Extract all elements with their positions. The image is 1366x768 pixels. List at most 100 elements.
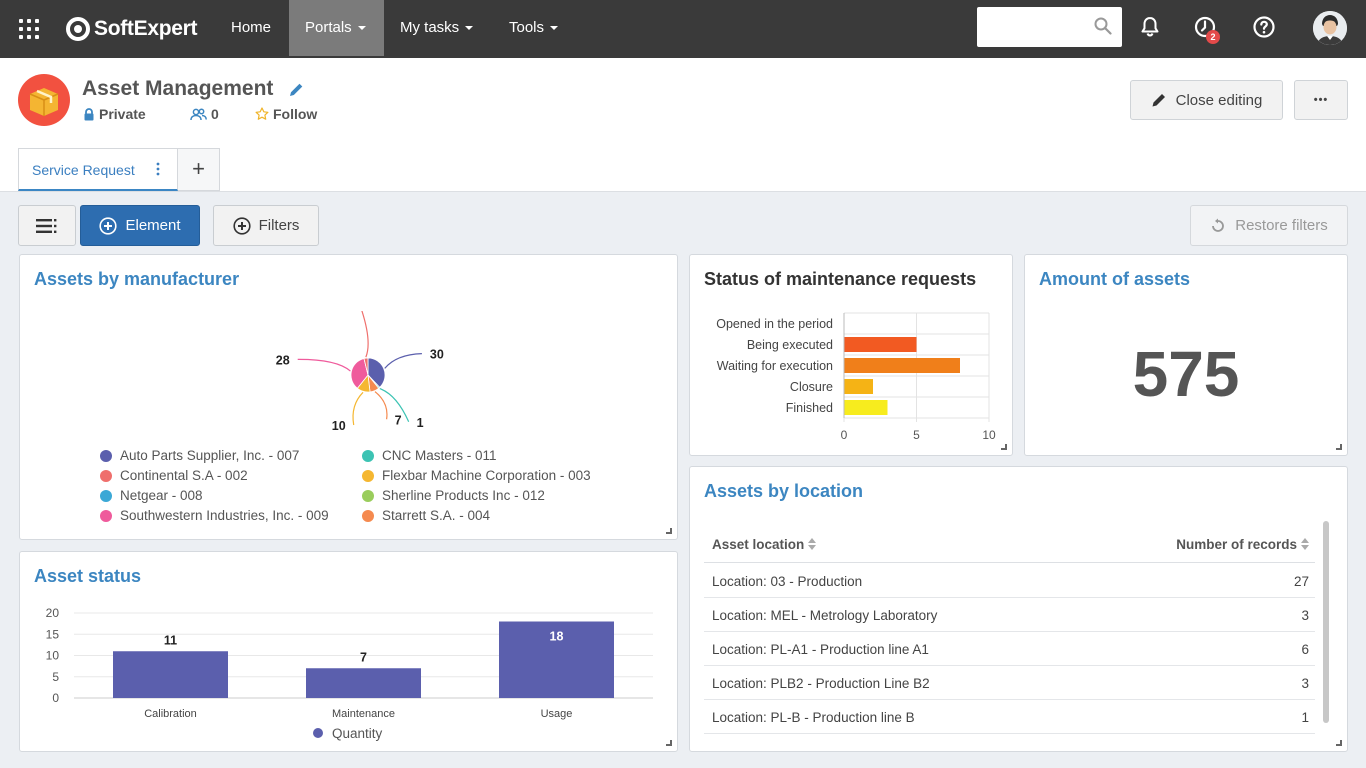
table-scrollbar[interactable] [1323, 521, 1329, 723]
top-bar: SoftExpert Home Portals My tasks Tools 2 [0, 0, 1366, 58]
count-cell: 1 [1301, 710, 1309, 725]
legend-label: Auto Parts Supplier, Inc. - 007 [120, 448, 300, 463]
bar[interactable] [844, 337, 917, 352]
resize-handle[interactable] [666, 740, 672, 746]
resize-handle[interactable] [1336, 740, 1342, 746]
legend-item[interactable]: CNC Masters - 011 [362, 448, 497, 463]
legend-swatch [362, 489, 374, 502]
close-editing-button[interactable]: Close editing [1130, 80, 1283, 120]
pie-leader-line [384, 353, 422, 369]
table-row[interactable]: Location: 03 - Production 27 [704, 564, 1315, 598]
vertical-dots-icon[interactable] [156, 162, 160, 176]
tab-service-request-label: Service Request [32, 162, 135, 178]
nav-my-tasks-label: My tasks [400, 19, 460, 36]
bar[interactable] [844, 379, 873, 394]
pie-leader-line [374, 391, 388, 420]
add-element-button[interactable]: Element [80, 205, 200, 246]
bar[interactable] [844, 358, 960, 373]
filters-label: Filters [258, 217, 300, 234]
card-title: Assets by location [704, 481, 864, 501]
help-icon[interactable] [1252, 15, 1276, 39]
follow-button[interactable]: Follow [255, 106, 317, 122]
pie-data-label: 7 [395, 413, 402, 427]
tasks-clock-icon[interactable] [1193, 15, 1217, 39]
y-category-label: Waiting for execution [717, 359, 833, 373]
restore-filters-button[interactable]: Restore filters [1190, 205, 1348, 246]
y-tick-label: 5 [52, 670, 59, 684]
edit-pencil-icon[interactable] [288, 82, 304, 98]
y-category-label: Finished [786, 401, 833, 415]
table-row[interactable]: Location: PLB2 - Production Line B2 3 [704, 666, 1315, 700]
pie-leader-line [361, 311, 369, 358]
table-row[interactable]: Location: PL-A1 - Production line A1 6 [704, 632, 1315, 666]
apps-grid-icon[interactable] [19, 19, 39, 39]
table-row[interactable]: Location: MEL - Metrology Laboratory 3 [704, 598, 1315, 632]
search-icon[interactable] [1094, 17, 1112, 35]
asset-status-card: Asset status 0 5 10 15 20 11 Calibration 7 Maint… [19, 551, 678, 752]
legend-item[interactable]: Continental S.A - 002 [100, 468, 248, 483]
legend-label: Starrett S.A. - 004 [382, 508, 491, 523]
bar[interactable] [844, 400, 888, 415]
nav-home[interactable]: Home [215, 0, 287, 56]
bar[interactable] [113, 651, 228, 698]
legend-swatch [362, 469, 374, 482]
more-options-label: ••• [1313, 94, 1329, 106]
y-category-label: Being executed [747, 338, 833, 352]
legend-item[interactable]: Auto Parts Supplier, Inc. - 007 [100, 448, 299, 463]
search-input[interactable] [977, 7, 1122, 47]
x-category-label: Maintenance [332, 708, 395, 720]
count-cell: 3 [1301, 608, 1309, 623]
chevron-down-icon [465, 26, 474, 31]
legend-swatch [100, 449, 112, 462]
close-editing-label: Close editing [1175, 91, 1263, 109]
portal-header: Asset Management Private 0 Follow Close … [0, 58, 1366, 192]
bar-data-label: 11 [164, 633, 177, 647]
pie-data-label: 30 [430, 348, 444, 362]
pie-data-label: 28 [276, 353, 290, 367]
bar[interactable] [306, 668, 421, 698]
nav-portals[interactable]: Portals [289, 0, 384, 56]
list-icon [36, 218, 57, 233]
sort-icon [808, 538, 817, 550]
resize-handle[interactable] [1001, 444, 1007, 450]
table-row[interactable]: Location: PL-B - Production line B 1 [704, 700, 1315, 734]
legend-item[interactable]: Netgear - 008 [100, 488, 203, 503]
nav-home-label: Home [231, 19, 272, 36]
pie-slice[interactable] [363, 357, 369, 376]
bell-icon[interactable] [1138, 15, 1162, 39]
bar-data-label: 18 [550, 630, 564, 644]
nav-my-tasks[interactable]: My tasks [384, 0, 489, 56]
legend-label[interactable]: Quantity [332, 726, 383, 741]
filters-button[interactable]: Filters [213, 205, 319, 246]
pie-slice[interactable] [367, 357, 386, 388]
column-label: Asset location [712, 537, 805, 552]
column-header-count[interactable]: Number of records [1176, 537, 1309, 552]
pie-data-label: 10 [332, 419, 346, 433]
portal-box-icon [18, 74, 70, 126]
resize-handle[interactable] [666, 528, 672, 534]
members-count[interactable]: 0 [190, 106, 219, 122]
bar[interactable] [499, 621, 614, 699]
page-title: Asset Management [82, 77, 274, 100]
column-header-location[interactable]: Asset location [712, 537, 817, 552]
legend-item[interactable]: Sherline Products Inc - 012 [362, 488, 545, 503]
pie-slice[interactable] [350, 357, 369, 389]
y-tick-label: 0 [52, 691, 59, 705]
legend-item[interactable]: Southwestern Industries, Inc. - 009 [100, 508, 329, 523]
more-options-button[interactable]: ••• [1294, 80, 1348, 120]
resize-handle[interactable] [1336, 444, 1342, 450]
y-tick-label: 10 [46, 649, 60, 663]
nav-tools[interactable]: Tools [493, 0, 574, 56]
legend-item[interactable]: Starrett S.A. - 004 [362, 508, 490, 523]
add-element-label: Element [125, 217, 181, 234]
legend-item[interactable]: Flexbar Machine Corporation - 003 [362, 468, 591, 483]
brand-logo[interactable]: SoftExpert [66, 14, 197, 44]
add-tab-button[interactable]: + [178, 148, 220, 191]
card-title: Assets by manufacturer [34, 269, 240, 289]
pie-data-label: 1 [417, 416, 424, 430]
privacy-indicator: Private [83, 106, 146, 122]
tab-service-request[interactable]: Service Request [18, 148, 178, 191]
brand-mark-icon [66, 17, 90, 41]
user-avatar[interactable] [1313, 11, 1347, 45]
widget-list-button[interactable] [18, 205, 76, 246]
